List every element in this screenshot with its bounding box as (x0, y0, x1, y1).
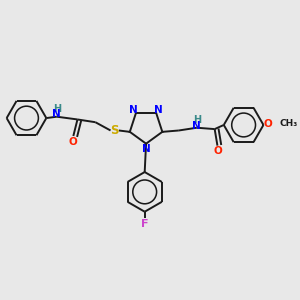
Text: H: H (193, 115, 201, 125)
Text: S: S (110, 124, 119, 137)
Text: O: O (213, 146, 222, 156)
Text: N: N (129, 105, 138, 115)
Text: H: H (53, 104, 61, 114)
Text: O: O (69, 136, 78, 146)
Text: CH₃: CH₃ (280, 119, 298, 128)
Text: O: O (263, 118, 272, 129)
Text: F: F (141, 219, 148, 229)
Text: N: N (142, 144, 150, 154)
Text: N: N (192, 121, 201, 130)
Text: N: N (52, 110, 61, 119)
Text: N: N (154, 105, 163, 115)
